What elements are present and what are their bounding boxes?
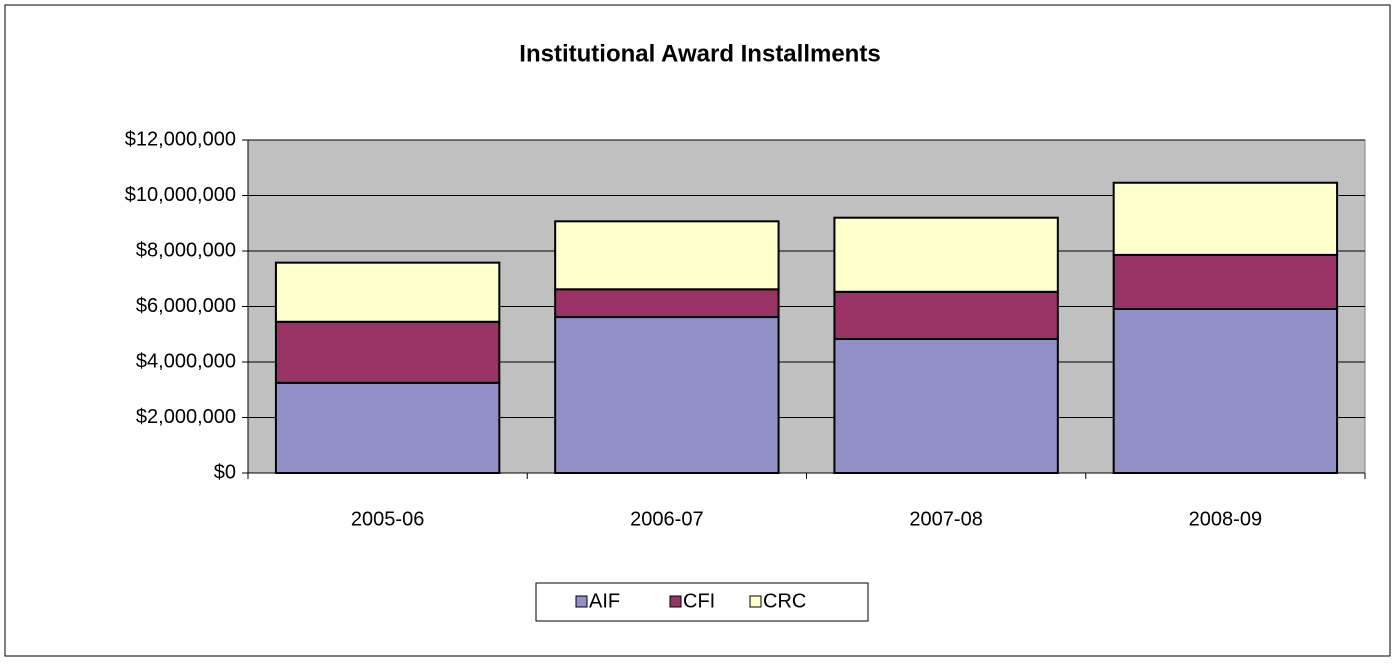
legend-label: CFI (683, 590, 715, 612)
legend-box (535, 582, 869, 622)
x-tick-label: 2005-06 (351, 508, 424, 530)
y-tick-label: $8,000,000 (136, 239, 236, 261)
y-tick-label: $6,000,000 (136, 295, 236, 317)
bar-segment (833, 290, 1059, 340)
y-tick-label: $0 (214, 461, 236, 483)
y-tick-label: $10,000,000 (125, 184, 236, 206)
x-tick-label: 2008-09 (1189, 508, 1262, 530)
x-tick-label: 2006-07 (630, 508, 703, 530)
y-tick-label: $12,000,000 (125, 128, 236, 150)
y-tick-label: $2,000,000 (136, 406, 236, 428)
bar-segment (274, 320, 501, 384)
bar-segment (274, 261, 501, 323)
legend-swatch (669, 595, 682, 608)
bar-segment (1112, 181, 1339, 256)
chart-title: Institutional Award Installments (519, 40, 880, 67)
legend-swatch (749, 595, 762, 608)
legend-label: AIF (589, 590, 620, 612)
bar-segment (833, 216, 1059, 293)
bar-segment (274, 381, 501, 474)
bar-segment (1112, 253, 1339, 310)
bar-segment (554, 288, 780, 319)
legend-label: CRC (763, 590, 806, 612)
x-tick-label: 2007-08 (909, 508, 982, 530)
bar-segment (1112, 307, 1339, 474)
legend-swatch (575, 595, 588, 608)
y-tick-label: $4,000,000 (136, 350, 236, 372)
bar-segment (554, 220, 780, 291)
bar-segment (833, 337, 1059, 474)
bar-segment (554, 316, 780, 475)
